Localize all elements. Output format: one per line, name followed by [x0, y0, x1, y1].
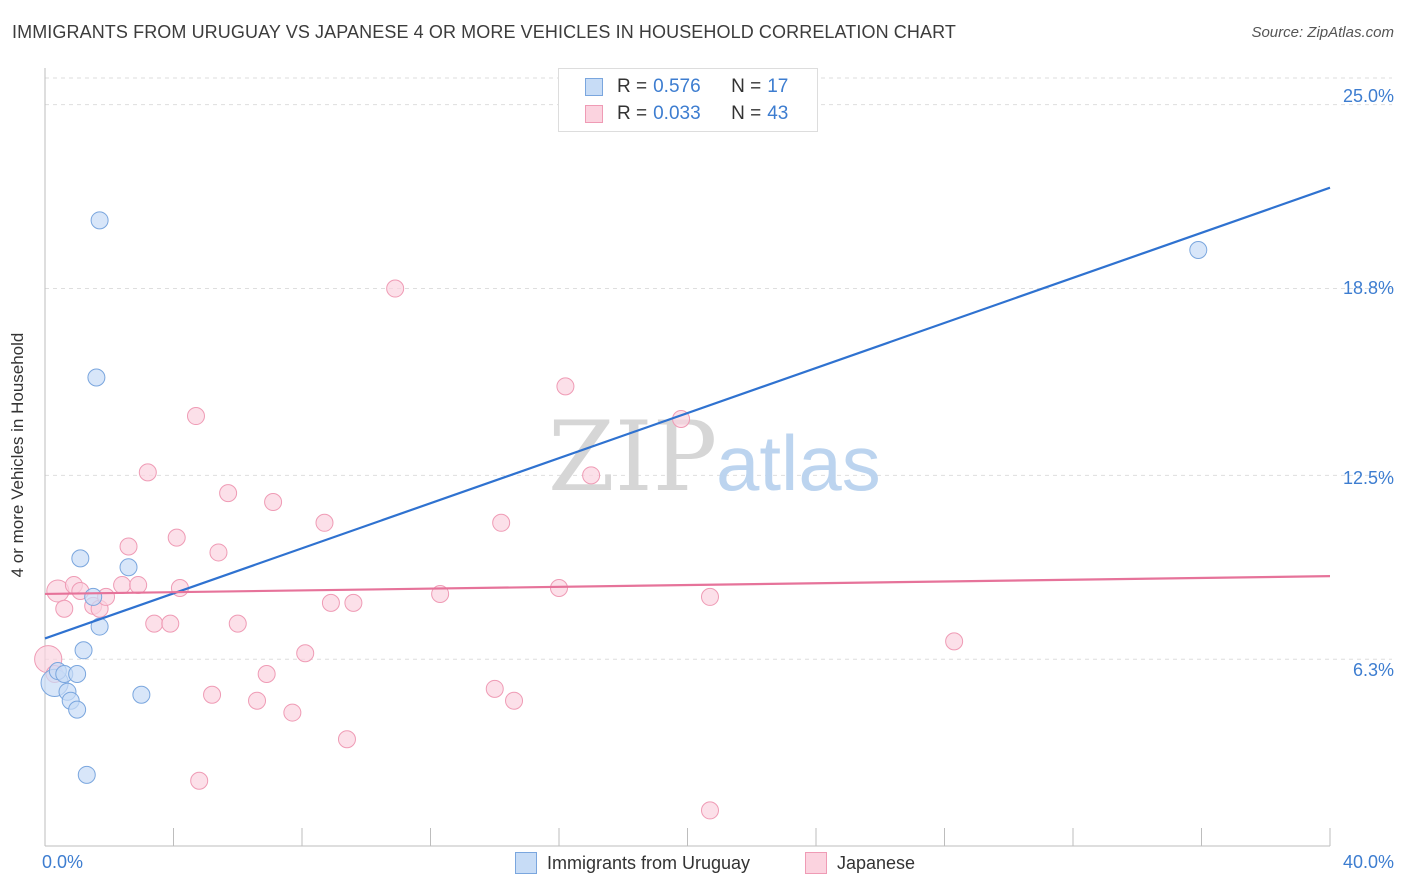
data-point-japanese [344, 593, 363, 612]
data-point-japanese [492, 513, 511, 532]
data-point-uruguay [68, 665, 87, 684]
legend-item-uruguay: Immigrants from Uruguay [515, 852, 750, 874]
bottom-legend: Immigrants from Uruguay Japanese [0, 848, 1406, 880]
data-point-japanese [186, 407, 205, 426]
y-tick-label: 25.0% [1342, 86, 1394, 106]
trend-line-uruguay [44, 186, 1331, 640]
data-point-uruguay [77, 765, 96, 784]
data-point-japanese [550, 579, 568, 598]
legend-r-label: R = [617, 76, 648, 97]
legend-n-value: 17 [767, 76, 789, 97]
legend-label-japanese: Japanese [837, 852, 916, 873]
data-point-japanese [209, 543, 228, 562]
bottom-swatch-uruguay [515, 852, 537, 874]
x-tick-label-min: 0.0% [42, 852, 84, 872]
data-point-japanese [145, 614, 164, 633]
data-point-japanese [119, 537, 138, 556]
data-point-japanese [485, 679, 504, 698]
y-tick-label: 6.3% [1352, 660, 1394, 680]
data-point-japanese [219, 484, 238, 503]
data-point-japanese [264, 493, 283, 512]
legend-row-uruguay: R = 0.576 N = 17 [585, 74, 788, 100]
data-point-uruguay [90, 617, 109, 636]
data-point-uruguay [84, 587, 103, 606]
legend-row-japanese: R = 0.033 N = 43 [585, 101, 788, 127]
watermark: ZIP atlas [548, 401, 881, 513]
data-point-japanese [129, 576, 148, 595]
data-point-japanese [505, 691, 524, 710]
data-point-japanese [315, 513, 334, 532]
data-point-japanese [167, 528, 186, 547]
data-point-japanese [55, 599, 74, 618]
points-japanese [34, 279, 964, 820]
points-uruguay [40, 211, 1208, 784]
data-point-japanese [138, 463, 157, 482]
data-point-uruguay [87, 368, 106, 387]
data-point-japanese [257, 665, 276, 684]
trend-lines [44, 186, 1331, 640]
data-point-uruguay [68, 700, 87, 719]
legend-n-label: N = [731, 76, 762, 97]
data-point-japanese [386, 279, 405, 298]
data-point-japanese [700, 587, 719, 606]
chart-title: IMMIGRANTS FROM URUGUAY VS JAPANESE 4 OR… [12, 22, 956, 42]
data-point-uruguay [132, 685, 151, 704]
y-tick-label: 12.5% [1342, 468, 1394, 488]
data-point-japanese [431, 584, 450, 603]
data-point-japanese [700, 801, 719, 820]
legend-label-uruguay: Immigrants from Uruguay [547, 852, 751, 873]
data-point-japanese [337, 730, 356, 749]
data-point-japanese [161, 614, 180, 633]
legend-swatch-uruguay [585, 78, 603, 96]
watermark-zip: ZIP [548, 401, 717, 513]
legend-box: R = 0.576 N = 17 R = 0.033 N = 43 [558, 68, 818, 132]
legend-swatch-japanese [585, 105, 603, 123]
legend-r-value: 0.576 [653, 76, 701, 97]
legend-r-label: R = [617, 103, 648, 124]
data-point-japanese [113, 576, 132, 595]
data-point-uruguay [90, 211, 109, 230]
data-point-uruguay [74, 641, 93, 660]
axes [44, 68, 1331, 847]
data-point-uruguay [71, 549, 90, 568]
data-point-uruguay [1189, 240, 1208, 259]
trend-line-japanese [44, 575, 1331, 596]
data-point-uruguay [119, 558, 138, 577]
data-point-japanese [203, 685, 222, 704]
legend-item-japanese: Japanese [805, 852, 915, 874]
y-tick-label: 18.8% [1342, 278, 1394, 298]
data-point-japanese [283, 703, 302, 722]
data-point-japanese [582, 466, 601, 485]
watermark-atlas: atlas [716, 419, 881, 507]
x-tick-label-max: 40.0% [1342, 852, 1394, 872]
grid-lines [45, 77, 1392, 660]
data-point-japanese [321, 593, 340, 612]
bottom-swatch-japanese [805, 852, 827, 874]
source-credit: Source: ZipAtlas.com [1251, 24, 1394, 41]
legend-r-value: 0.033 [653, 103, 701, 124]
data-point-japanese [190, 771, 209, 790]
data-point-japanese [228, 614, 247, 633]
data-point-japanese [296, 644, 315, 663]
data-point-japanese [248, 691, 267, 710]
data-point-japanese [945, 632, 964, 651]
legend-n-label: N = [731, 103, 762, 124]
data-point-japanese [556, 377, 575, 396]
legend-n-value: 43 [767, 103, 789, 124]
